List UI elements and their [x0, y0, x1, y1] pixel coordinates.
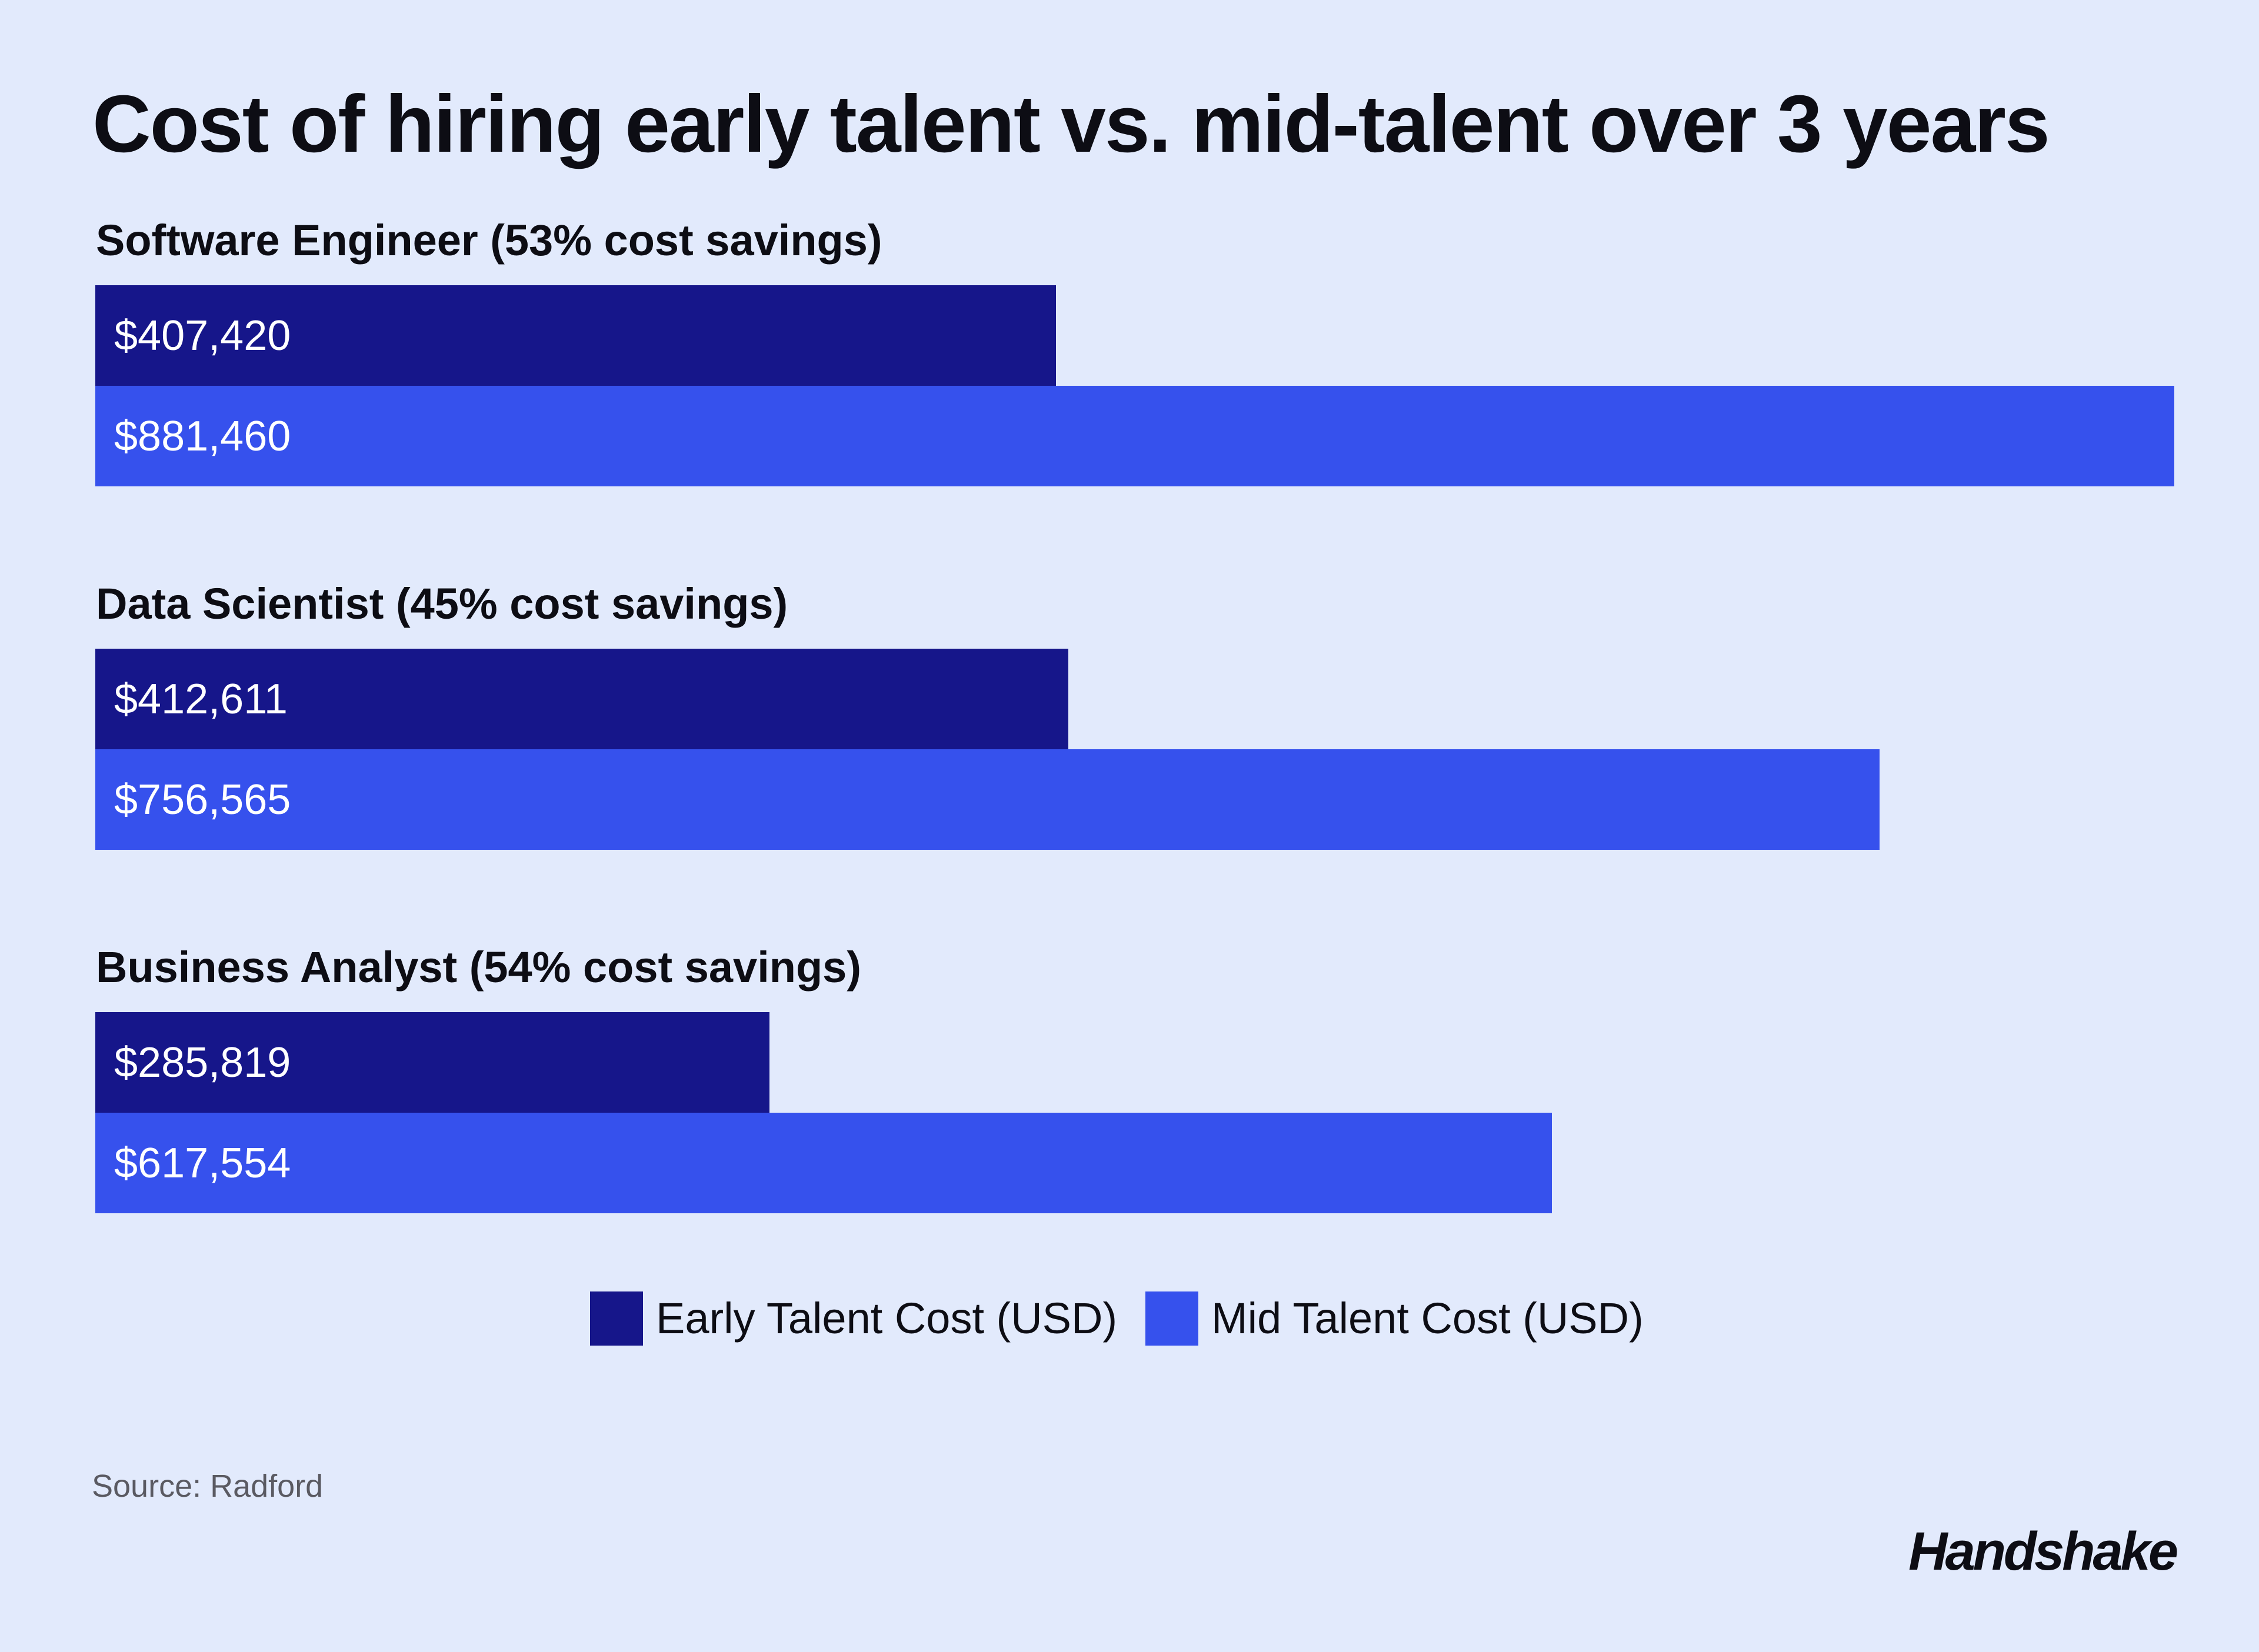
legend-item-mid-talent: Mid Talent Cost (USD) [1145, 1291, 1644, 1346]
bar-data-scientist-early-talent: $412,611 [95, 649, 1068, 749]
bar-value-label: $285,819 [114, 1039, 291, 1086]
source-note: Source: Radford [92, 1469, 324, 1504]
bar-data-scientist-mid-talent: $756,565 [95, 749, 1880, 850]
legend-label-mid-talent: Mid Talent Cost (USD) [1211, 1294, 1644, 1343]
bar-business-analyst-early-talent: $285,819 [95, 1012, 769, 1113]
group-label-software-engineer: Software Engineer (53% cost savings) [96, 216, 882, 265]
legend: Early Talent Cost (USD) Mid Talent Cost … [0, 1291, 2259, 1346]
bar-software-engineer-early-talent: $407,420 [95, 285, 1056, 386]
legend-swatch-early-talent [590, 1291, 643, 1346]
bar-value-label: $756,565 [114, 776, 291, 823]
bar-value-label: $617,554 [114, 1139, 291, 1187]
legend-item-early-talent: Early Talent Cost (USD) [590, 1291, 1117, 1346]
legend-label-early-talent: Early Talent Cost (USD) [656, 1294, 1118, 1343]
bar-business-analyst-mid-talent: $617,554 [95, 1113, 1552, 1213]
group-label-business-analyst: Business Analyst (54% cost savings) [96, 943, 861, 992]
handshake-logo: Handshake [1908, 1521, 2178, 1581]
group-label-data-scientist: Data Scientist (45% cost savings) [96, 579, 788, 628]
chart-title: Cost of hiring early talent vs. mid-tale… [92, 79, 2050, 169]
legend-swatch-mid-talent [1145, 1291, 1198, 1346]
bar-value-label: $407,420 [114, 312, 291, 359]
bar-value-label: $412,611 [114, 675, 288, 723]
bar-software-engineer-mid-talent: $881,460 [95, 386, 2174, 486]
bar-value-label: $881,460 [114, 412, 291, 460]
